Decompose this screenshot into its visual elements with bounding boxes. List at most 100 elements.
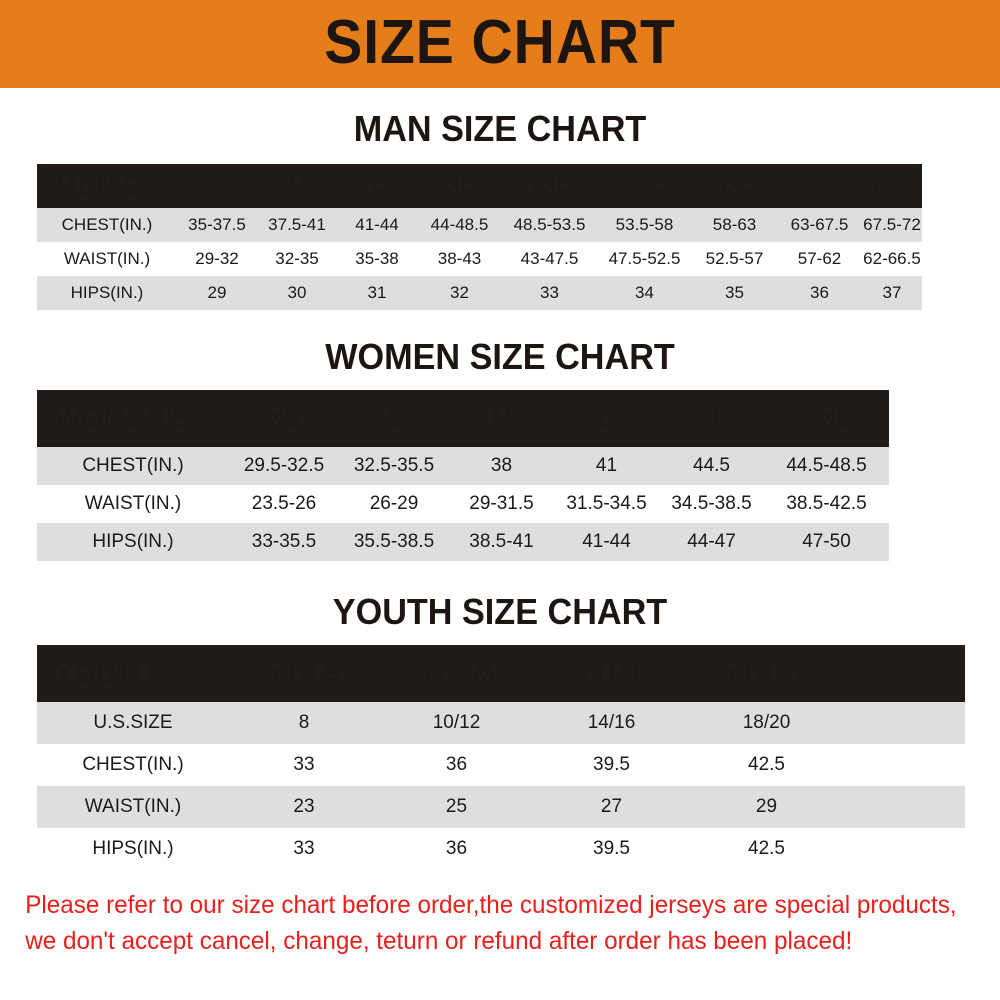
women-cell-r3-c2: 35.5-38.5 — [339, 523, 449, 561]
man-cell-r3-c4: 32 — [417, 276, 502, 310]
man-cell-r1-c6: 53.5-58 — [597, 208, 692, 242]
man-table-row: CHEST(IN.) 35-37.5 37.5-41 41-44 44-48.5 48.5… — [37, 208, 922, 242]
youth-cell-r1-c3: 14/16 — [534, 702, 689, 744]
man-table-wrapper: MEN'S S M L XL 2XL 3XL 4XL 5XL 6XL CHEST(IN.) 35-37… — [0, 164, 1000, 310]
man-cell-r2-c5: 43-47.5 — [502, 242, 597, 276]
women-row-label-2: WAIST(IN.) — [37, 485, 229, 523]
page-banner: SIZE CHART — [0, 0, 1000, 88]
youth-cell-r1-c5 — [844, 702, 965, 744]
man-cell-r3-c6: 34 — [597, 276, 692, 310]
man-cell-r2-c9: 62-66.5 — [862, 242, 922, 276]
youth-cell-r3-c1: 23 — [229, 786, 379, 828]
youth-column-header-5 — [844, 645, 965, 702]
women-cell-r1-c6: 44.5-48.5 — [764, 447, 889, 485]
women-table-row: HIPS(IN.) 33-35.5 35.5-38.5 38.5-41 41-44 44-… — [37, 523, 965, 561]
women-cell-r2-c1: 23.5-26 — [229, 485, 339, 523]
women-column-header-3: M — [449, 390, 554, 447]
women-table-row: CHEST(IN.) 29.5-32.5 32.5-35.5 38 41 44.5 44.5… — [37, 447, 965, 485]
youth-cell-r1-c4: 18/20 — [689, 702, 844, 744]
man-cell-r1-c3: 41-44 — [337, 208, 417, 242]
man-cell-r1-c9: 67.5-72 — [862, 208, 922, 242]
man-cell-r3-c8: 36 — [777, 276, 862, 310]
man-cell-r3-c3: 31 — [337, 276, 417, 310]
youth-row-label-3: WAIST(IN.) — [37, 786, 229, 828]
youth-cell-r1-c2: 10/12 — [379, 702, 534, 744]
man-cell-r1-c4: 44-48.5 — [417, 208, 502, 242]
women-cell-r2-c3: 29-31.5 — [449, 485, 554, 523]
youth-column-header-2: YTH M — [379, 645, 534, 702]
man-column-header-3: L — [337, 164, 417, 208]
women-column-header-6: XXL — [764, 390, 889, 447]
man-cell-r2-c6: 47.5-52.5 — [597, 242, 692, 276]
women-corner-label: WOMEN'S — [37, 390, 229, 447]
women-cell-r3-c6: 47-50 — [764, 523, 889, 561]
women-cell-r2-c6: 38.5-42.5 — [764, 485, 889, 523]
order-policy-note-line-2: we don't accept cancel, change, teturn o… — [25, 926, 853, 955]
order-policy-note: Please refer to our size chart before or… — [0, 888, 970, 959]
women-column-header-1: XS — [229, 390, 339, 447]
women-cell-r2-c4: 31.5-34.5 — [554, 485, 659, 523]
youth-cell-r4-c2: 36 — [379, 828, 534, 870]
women-cell-r1-c2: 32.5-35.5 — [339, 447, 449, 485]
youth-row-label-4: HIPS(IN.) — [37, 828, 229, 870]
man-row-label-1: CHEST(IN.) — [37, 208, 177, 242]
women-cell-r1-c4: 41 — [554, 447, 659, 485]
man-corner-label: MEN'S — [37, 164, 177, 208]
women-cell-r2-c2: 26-29 — [339, 485, 449, 523]
women-cell-r1-c5: 44.5 — [659, 447, 764, 485]
man-cell-r1-c5: 48.5-53.5 — [502, 208, 597, 242]
man-column-header-7: 4XL — [692, 164, 777, 208]
youth-cell-r2-c3: 39.5 — [534, 744, 689, 786]
man-column-header-1: S — [177, 164, 257, 208]
man-row-label-2: WAIST(IN.) — [37, 242, 177, 276]
women-table-wrapper: WOMEN'S XS S M L XL XXL CHEST(IN.) 29.5-32.5 32.5… — [0, 390, 1000, 561]
youth-table-body: YOUTH YTH S YTH M YTH L YTH XL U.S.SIZE 8 10/12… — [37, 645, 965, 870]
youth-row-label-2: CHEST(IN.) — [37, 744, 229, 786]
youth-table-row: HIPS(IN.) 33 36 39.5 42.5 — [37, 828, 965, 870]
youth-size-table: YOUTH YTH S YTH M YTH L YTH XL U.S.SIZE 8 10/12… — [37, 645, 965, 870]
youth-column-header-3: YTH L — [534, 645, 689, 702]
youth-table-wrapper: YOUTH YTH S YTH M YTH L YTH XL U.S.SIZE 8 10/12… — [0, 645, 1000, 870]
women-row-label-3: HIPS(IN.) — [37, 523, 229, 561]
man-column-header-9: 6XL — [862, 164, 922, 208]
man-column-header-5: 2XL — [502, 164, 597, 208]
man-cell-r2-c2: 32-35 — [257, 242, 337, 276]
man-cell-r3-c7: 35 — [692, 276, 777, 310]
man-cell-r2-c4: 38-43 — [417, 242, 502, 276]
youth-cell-r2-c5 — [844, 744, 965, 786]
youth-cell-r4-c5 — [844, 828, 965, 870]
youth-table-row: CHEST(IN.) 33 36 39.5 42.5 — [37, 744, 965, 786]
women-cell-r1-c3: 38 — [449, 447, 554, 485]
man-cell-r2-c7: 52.5-57 — [692, 242, 777, 276]
youth-cell-r4-c1: 33 — [229, 828, 379, 870]
women-section-title: WOMEN SIZE CHART — [325, 336, 675, 377]
youth-cell-r3-c4: 29 — [689, 786, 844, 828]
youth-corner-label: YOUTH — [37, 645, 229, 702]
youth-section-title: YOUTH SIZE CHART — [332, 591, 668, 632]
youth-header-row: YOUTH YTH S YTH M YTH L YTH XL — [37, 645, 965, 702]
man-column-header-8: 5XL — [777, 164, 862, 208]
women-cell-r1-c1: 29.5-32.5 — [229, 447, 339, 485]
man-table-body: MEN'S S M L XL 2XL 3XL 4XL 5XL 6XL CHEST(IN.) 35-37… — [37, 164, 922, 310]
youth-cell-r2-c2: 36 — [379, 744, 534, 786]
man-size-table: MEN'S S M L XL 2XL 3XL 4XL 5XL 6XL CHEST(IN.) 35-37… — [37, 164, 922, 310]
order-policy-note-line-1: Please refer to our size chart before or… — [25, 891, 957, 919]
page-title: SIZE CHART — [324, 8, 676, 77]
women-column-header-2: S — [339, 390, 449, 447]
youth-column-header-4: YTH XL — [689, 645, 844, 702]
women-cell-r3-c1: 33-35.5 — [229, 523, 339, 561]
man-column-header-2: M — [257, 164, 337, 208]
man-cell-r3-c2: 30 — [257, 276, 337, 310]
youth-table-row: WAIST(IN.) 23 25 27 29 — [37, 786, 965, 828]
man-cell-r2-c1: 29-32 — [177, 242, 257, 276]
man-table-row: WAIST(IN.) 29-32 32-35 35-38 38-43 43-47.5 47.… — [37, 242, 922, 276]
women-cell-r2-c5: 34.5-38.5 — [659, 485, 764, 523]
youth-cell-r4-c4: 42.5 — [689, 828, 844, 870]
women-column-header-5: XL — [659, 390, 764, 447]
youth-cell-r2-c1: 33 — [229, 744, 379, 786]
man-row-label-3: HIPS(IN.) — [37, 276, 177, 310]
youth-cell-r2-c4: 42.5 — [689, 744, 844, 786]
youth-cell-r3-c2: 25 — [379, 786, 534, 828]
man-table-row: HIPS(IN.) 29 30 31 32 33 34 35 36 37 — [37, 276, 922, 310]
